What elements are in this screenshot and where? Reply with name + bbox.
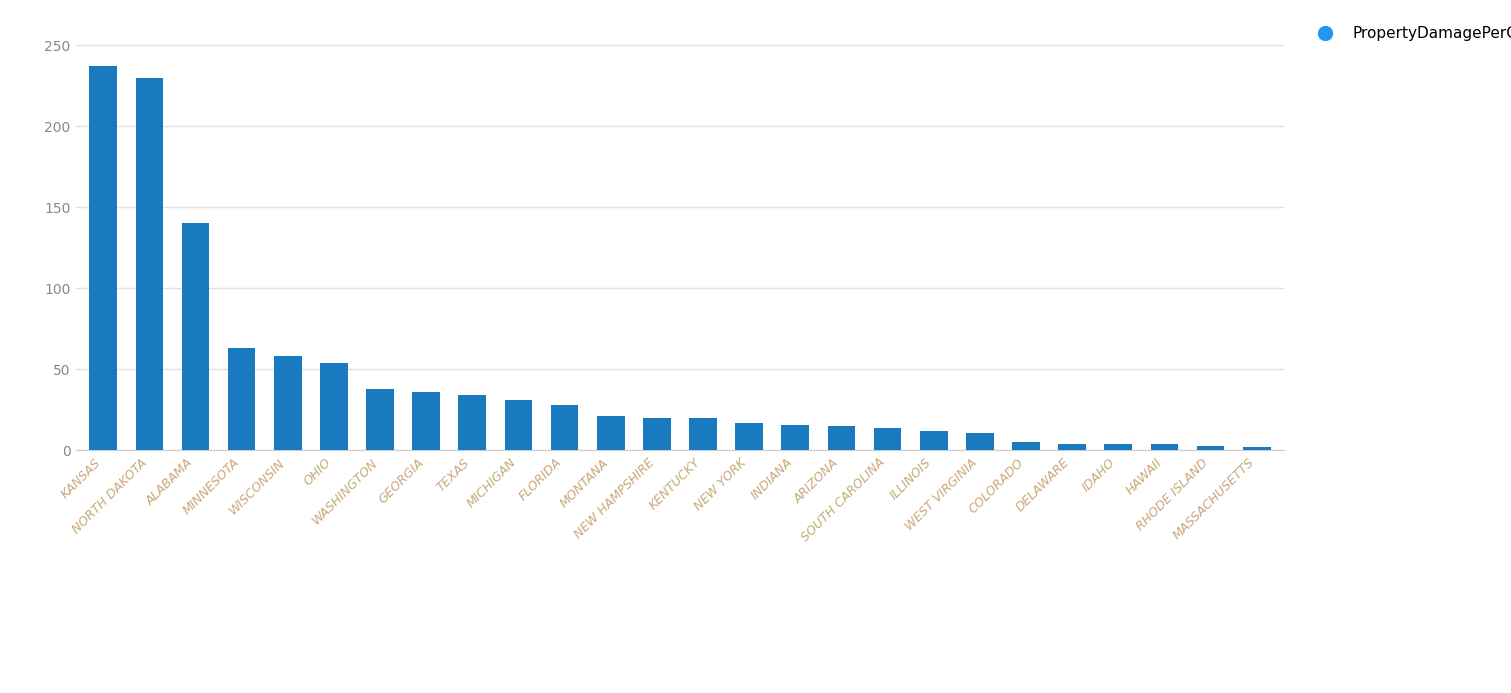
- Bar: [689, 418, 716, 450]
- Bar: [89, 67, 116, 450]
- Bar: [366, 389, 394, 450]
- Bar: [228, 349, 255, 450]
- Bar: [1197, 446, 1224, 450]
- Bar: [320, 363, 348, 450]
- Bar: [273, 356, 302, 450]
- Bar: [736, 423, 763, 450]
- Bar: [552, 405, 579, 450]
- Bar: [458, 395, 487, 450]
- Bar: [1012, 442, 1040, 450]
- Bar: [1150, 444, 1179, 450]
- Bar: [966, 432, 994, 450]
- Bar: [1244, 447, 1271, 450]
- Bar: [920, 431, 947, 450]
- Bar: [873, 428, 902, 450]
- Bar: [597, 416, 624, 450]
- Bar: [136, 78, 163, 450]
- Bar: [1105, 444, 1132, 450]
- Bar: [413, 392, 440, 450]
- Bar: [644, 418, 671, 450]
- Bar: [505, 400, 532, 450]
- Bar: [781, 425, 808, 450]
- Bar: [181, 223, 210, 450]
- Legend: PropertyDamagePerCapita: PropertyDamagePerCapita: [1304, 20, 1511, 47]
- Bar: [828, 426, 855, 450]
- Bar: [1058, 444, 1086, 450]
